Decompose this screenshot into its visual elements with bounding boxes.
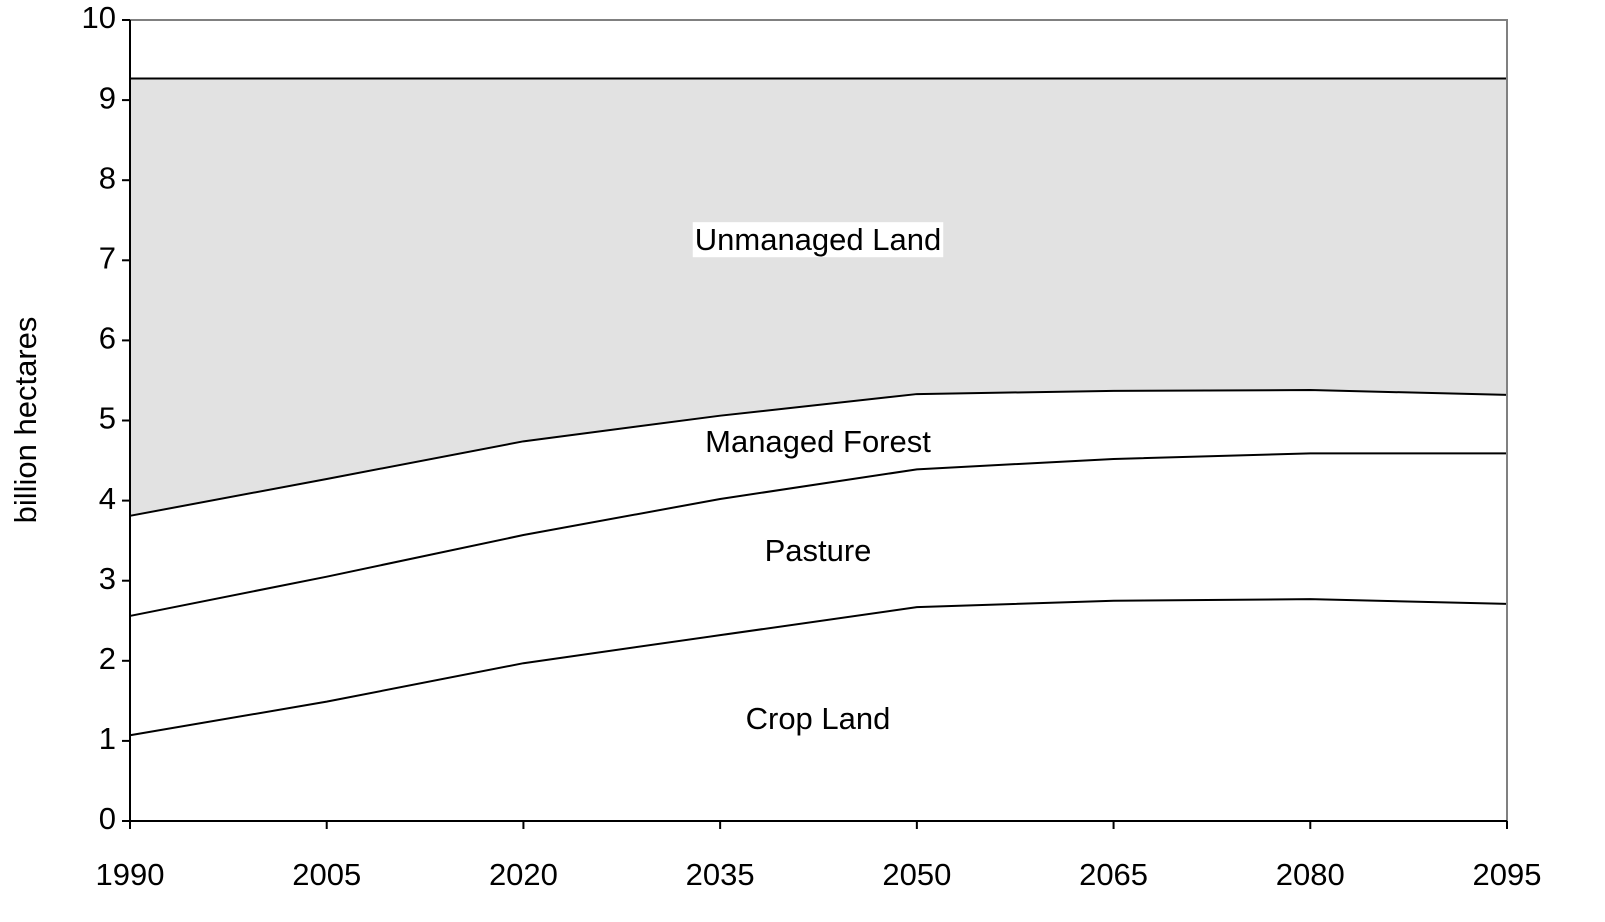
y-tick-label: 7 (99, 240, 116, 275)
area-label: Pasture (765, 533, 872, 568)
y-axis-label: billion hectares (8, 317, 43, 524)
y-tick-label: 8 (99, 160, 116, 195)
x-tick-label: 2095 (1473, 857, 1542, 892)
y-tick-label: 9 (99, 80, 116, 115)
x-tick-label: 2020 (489, 857, 558, 892)
x-tick-label: 1990 (96, 857, 165, 892)
label-background (692, 222, 944, 258)
area-label: Crop Land (746, 701, 891, 736)
x-tick-label: 2065 (1079, 857, 1148, 892)
area-label: Managed Forest (705, 424, 931, 459)
y-tick-label: 0 (99, 801, 116, 836)
x-tick-label: 2080 (1276, 857, 1345, 892)
x-tick-label: 2005 (292, 857, 361, 892)
y-tick-label: 4 (99, 481, 116, 516)
area-fill (130, 390, 1507, 616)
area-fill (130, 599, 1507, 821)
area-label: Unmanaged Land (695, 222, 941, 257)
y-tick-label: 10 (82, 0, 116, 35)
area-line (129, 598, 1508, 737)
y-tick-label: 6 (99, 321, 116, 356)
y-tick-label: 1 (99, 721, 116, 756)
y-tick-label: 2 (99, 641, 116, 676)
area-fill (130, 453, 1507, 736)
x-tick-label: 2035 (686, 857, 755, 892)
area-fill (130, 78, 1507, 516)
x-tick-label: 2050 (882, 857, 951, 892)
area-line (129, 389, 1508, 517)
y-tick-label: 5 (99, 401, 116, 436)
y-tick-label: 3 (99, 561, 116, 596)
area-line (129, 452, 1507, 617)
